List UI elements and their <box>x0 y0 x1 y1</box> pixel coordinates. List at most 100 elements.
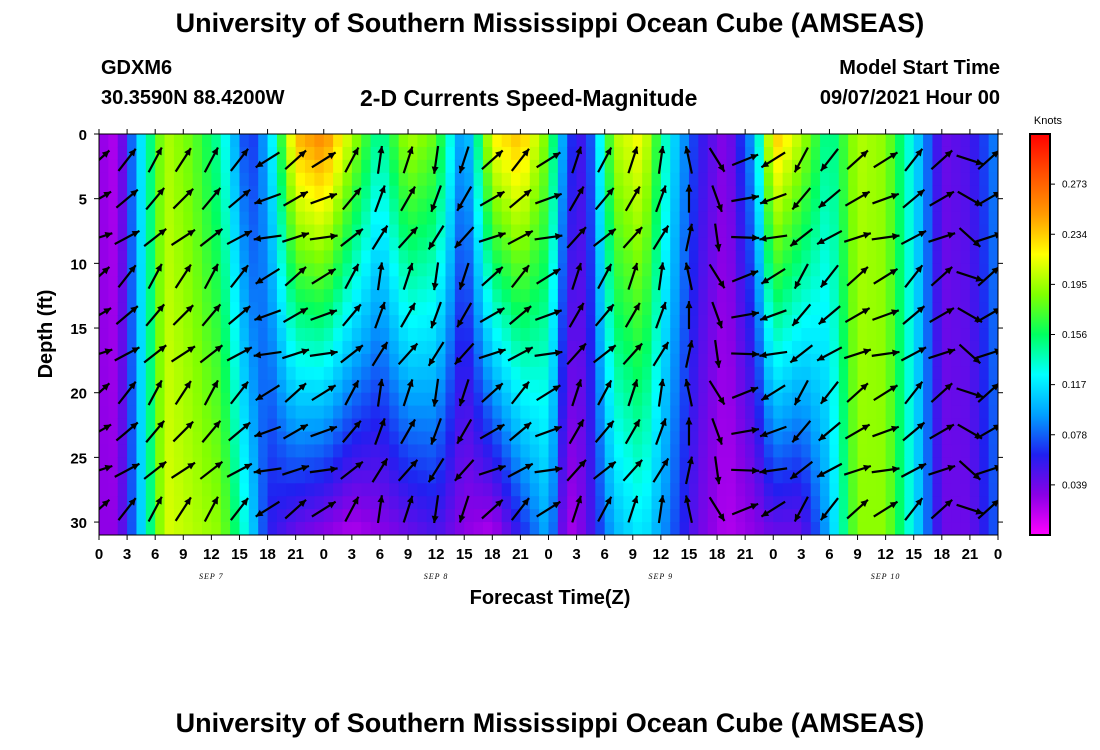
heatmap-cell <box>763 483 774 497</box>
x-tick-label: 12 <box>653 546 670 563</box>
heatmap-cell <box>202 340 212 355</box>
heatmap-cell <box>454 522 465 535</box>
current-vector <box>902 305 926 325</box>
current-vector <box>846 149 869 171</box>
heatmap-cell <box>361 198 372 213</box>
heatmap-cell <box>632 198 643 213</box>
heatmap-cell <box>361 224 372 239</box>
heatmap-cell <box>810 328 821 342</box>
heatmap-cell <box>445 457 456 471</box>
heatmap-cell <box>501 224 512 239</box>
heatmap-cell <box>801 315 812 329</box>
heatmap-cell <box>295 483 306 497</box>
heatmap-cell <box>988 405 998 420</box>
heatmap-cell <box>398 276 409 290</box>
heatmap-cell <box>688 431 699 446</box>
heatmap-cell <box>239 289 250 303</box>
heatmap-cell <box>913 134 924 148</box>
heatmap-cell <box>763 289 774 303</box>
heatmap-cell <box>511 418 522 433</box>
heatmap-cell <box>323 276 334 290</box>
heatmap-cell <box>417 483 428 497</box>
heatmap-cell <box>670 457 681 471</box>
heatmap-cell <box>969 159 980 174</box>
heatmap-cell <box>173 185 184 200</box>
heatmap-cell <box>876 315 887 329</box>
heatmap-cell <box>295 392 306 407</box>
heatmap-cell <box>848 159 859 174</box>
current-vector <box>427 341 445 367</box>
heatmap-cell <box>951 263 962 277</box>
current-vector <box>99 464 113 472</box>
heatmap-cell <box>885 134 896 148</box>
heatmap-cell <box>576 470 587 484</box>
current-vector <box>99 348 113 356</box>
heatmap-cell <box>361 302 372 316</box>
heatmap-cell <box>698 405 709 420</box>
heatmap-cell <box>866 315 877 329</box>
heatmap-cell <box>651 315 662 329</box>
heatmap-cell <box>857 237 868 252</box>
heatmap-cell <box>267 134 278 148</box>
heatmap-cell <box>539 340 550 355</box>
heatmap-cell <box>454 366 465 381</box>
heatmap-cell <box>717 263 728 277</box>
heatmap-cell <box>267 431 278 446</box>
heatmap-cell <box>389 392 400 407</box>
heatmap-cell <box>145 470 156 484</box>
heatmap-cell <box>941 470 952 484</box>
heatmap-cell <box>745 237 756 252</box>
heatmap-cell <box>988 392 998 407</box>
heatmap-cell <box>183 328 194 342</box>
heatmap-cell <box>660 522 671 535</box>
heatmap-cell <box>286 483 297 497</box>
current-vector <box>627 146 639 174</box>
heatmap-cell <box>913 328 924 342</box>
heatmap-cell <box>398 418 409 433</box>
current-vector <box>685 184 693 213</box>
heatmap-cell <box>782 496 793 510</box>
heatmap-cell <box>688 159 699 174</box>
heatmap-cell <box>726 302 737 316</box>
heatmap-cell <box>248 315 259 329</box>
heatmap-cell <box>782 366 793 381</box>
heatmap-cell <box>679 263 690 277</box>
heatmap-cell <box>454 328 465 342</box>
heatmap-cell <box>979 211 990 226</box>
colorbar-unit: Knots <box>1034 115 1063 127</box>
heatmap-cell <box>379 405 390 420</box>
heatmap-cell <box>258 250 269 264</box>
heatmap-cell <box>894 315 905 329</box>
heatmap-cell <box>183 509 194 523</box>
heatmap-cell <box>885 289 896 303</box>
heatmap-cell <box>426 302 437 316</box>
heatmap-cell <box>492 159 503 174</box>
heatmap-cell <box>567 224 578 239</box>
heatmap-cell <box>988 509 998 523</box>
heatmap-cell <box>389 496 400 510</box>
heatmap-cell <box>539 302 550 316</box>
heatmap-cell <box>848 431 859 446</box>
heatmap-cell <box>894 457 905 471</box>
heatmap-cell <box>398 237 409 252</box>
heatmap-cell <box>688 276 699 290</box>
heatmap-cell <box>379 483 390 497</box>
heatmap-cell <box>117 263 128 277</box>
heatmap-cell <box>773 328 784 342</box>
heatmap-cell <box>314 470 325 484</box>
heatmap-cell <box>173 405 184 420</box>
heatmap-cell <box>323 366 334 381</box>
heatmap-cell <box>951 509 962 523</box>
heatmap-cell <box>389 379 400 394</box>
heatmap-cell <box>370 509 381 523</box>
heatmap-cell <box>614 392 625 407</box>
heatmap-cell <box>829 405 840 420</box>
current-vector <box>627 379 639 407</box>
heatmap-cell <box>136 276 147 290</box>
heatmap-cell <box>426 134 437 148</box>
heatmap-cell <box>323 237 334 252</box>
current-vector <box>201 303 222 327</box>
heatmap-cell <box>604 276 615 290</box>
heatmap-cell <box>323 353 334 368</box>
heatmap-cell <box>342 483 353 497</box>
